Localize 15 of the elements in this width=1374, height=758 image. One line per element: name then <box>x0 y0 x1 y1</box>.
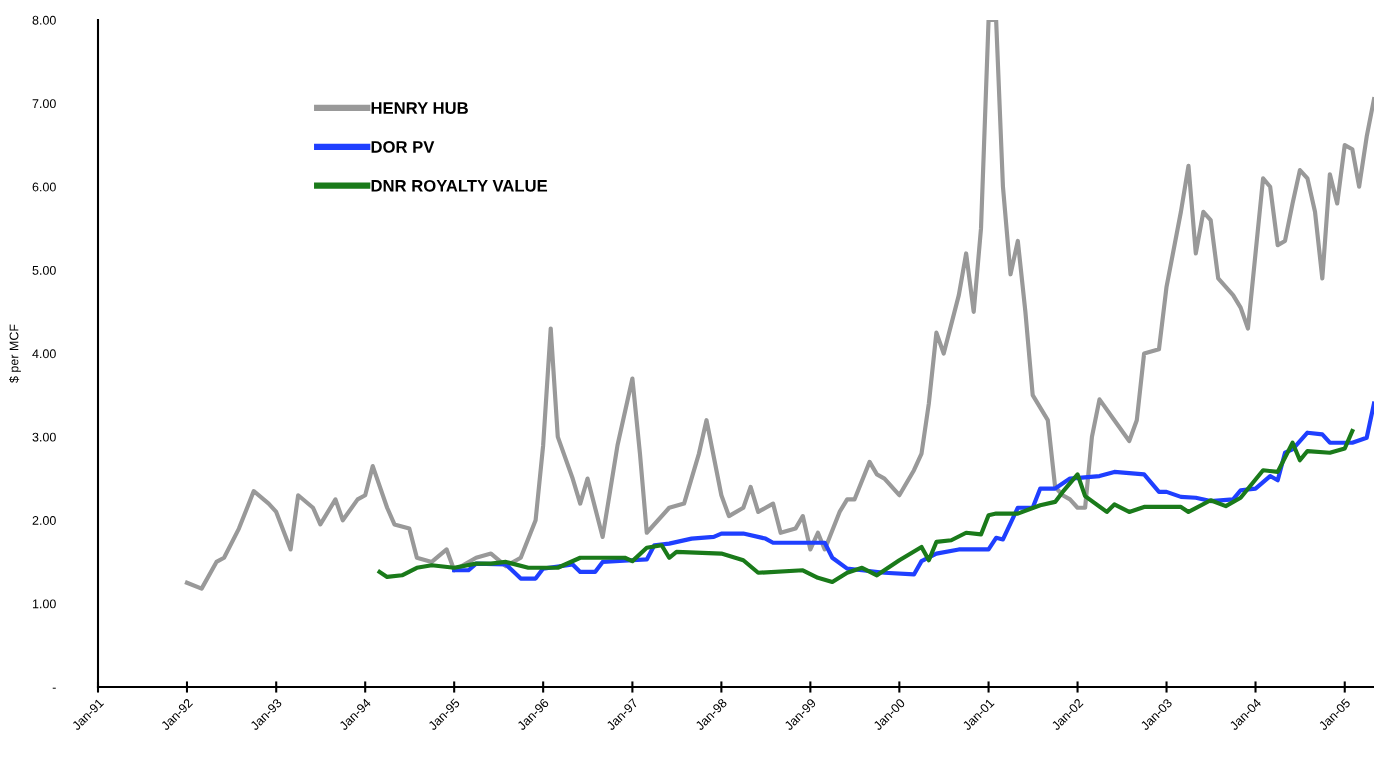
line-series <box>377 428 1355 585</box>
y-tick-label: 8.00 <box>32 15 56 25</box>
y-tick-label: 3.00 <box>32 432 56 442</box>
legend-label: DNR ROYALTY VALUE <box>371 179 548 192</box>
y-tick-label: 1.00 <box>32 599 56 609</box>
legend-label: DOR PV <box>371 141 435 153</box>
y-tick-label: 7.00 <box>32 99 56 109</box>
line-series <box>184 20 1374 591</box>
y-tick-label: 4.00 <box>32 349 56 359</box>
y-tick-label: 6.00 <box>32 182 56 192</box>
y-axis-title: $ per MCF <box>9 324 21 383</box>
y-tick-label: - <box>52 687 56 689</box>
y-tick-label: 5.00 <box>32 265 56 275</box>
legend-label: HENRY HUB <box>371 102 468 114</box>
y-tick-label: 2.00 <box>32 516 56 525</box>
